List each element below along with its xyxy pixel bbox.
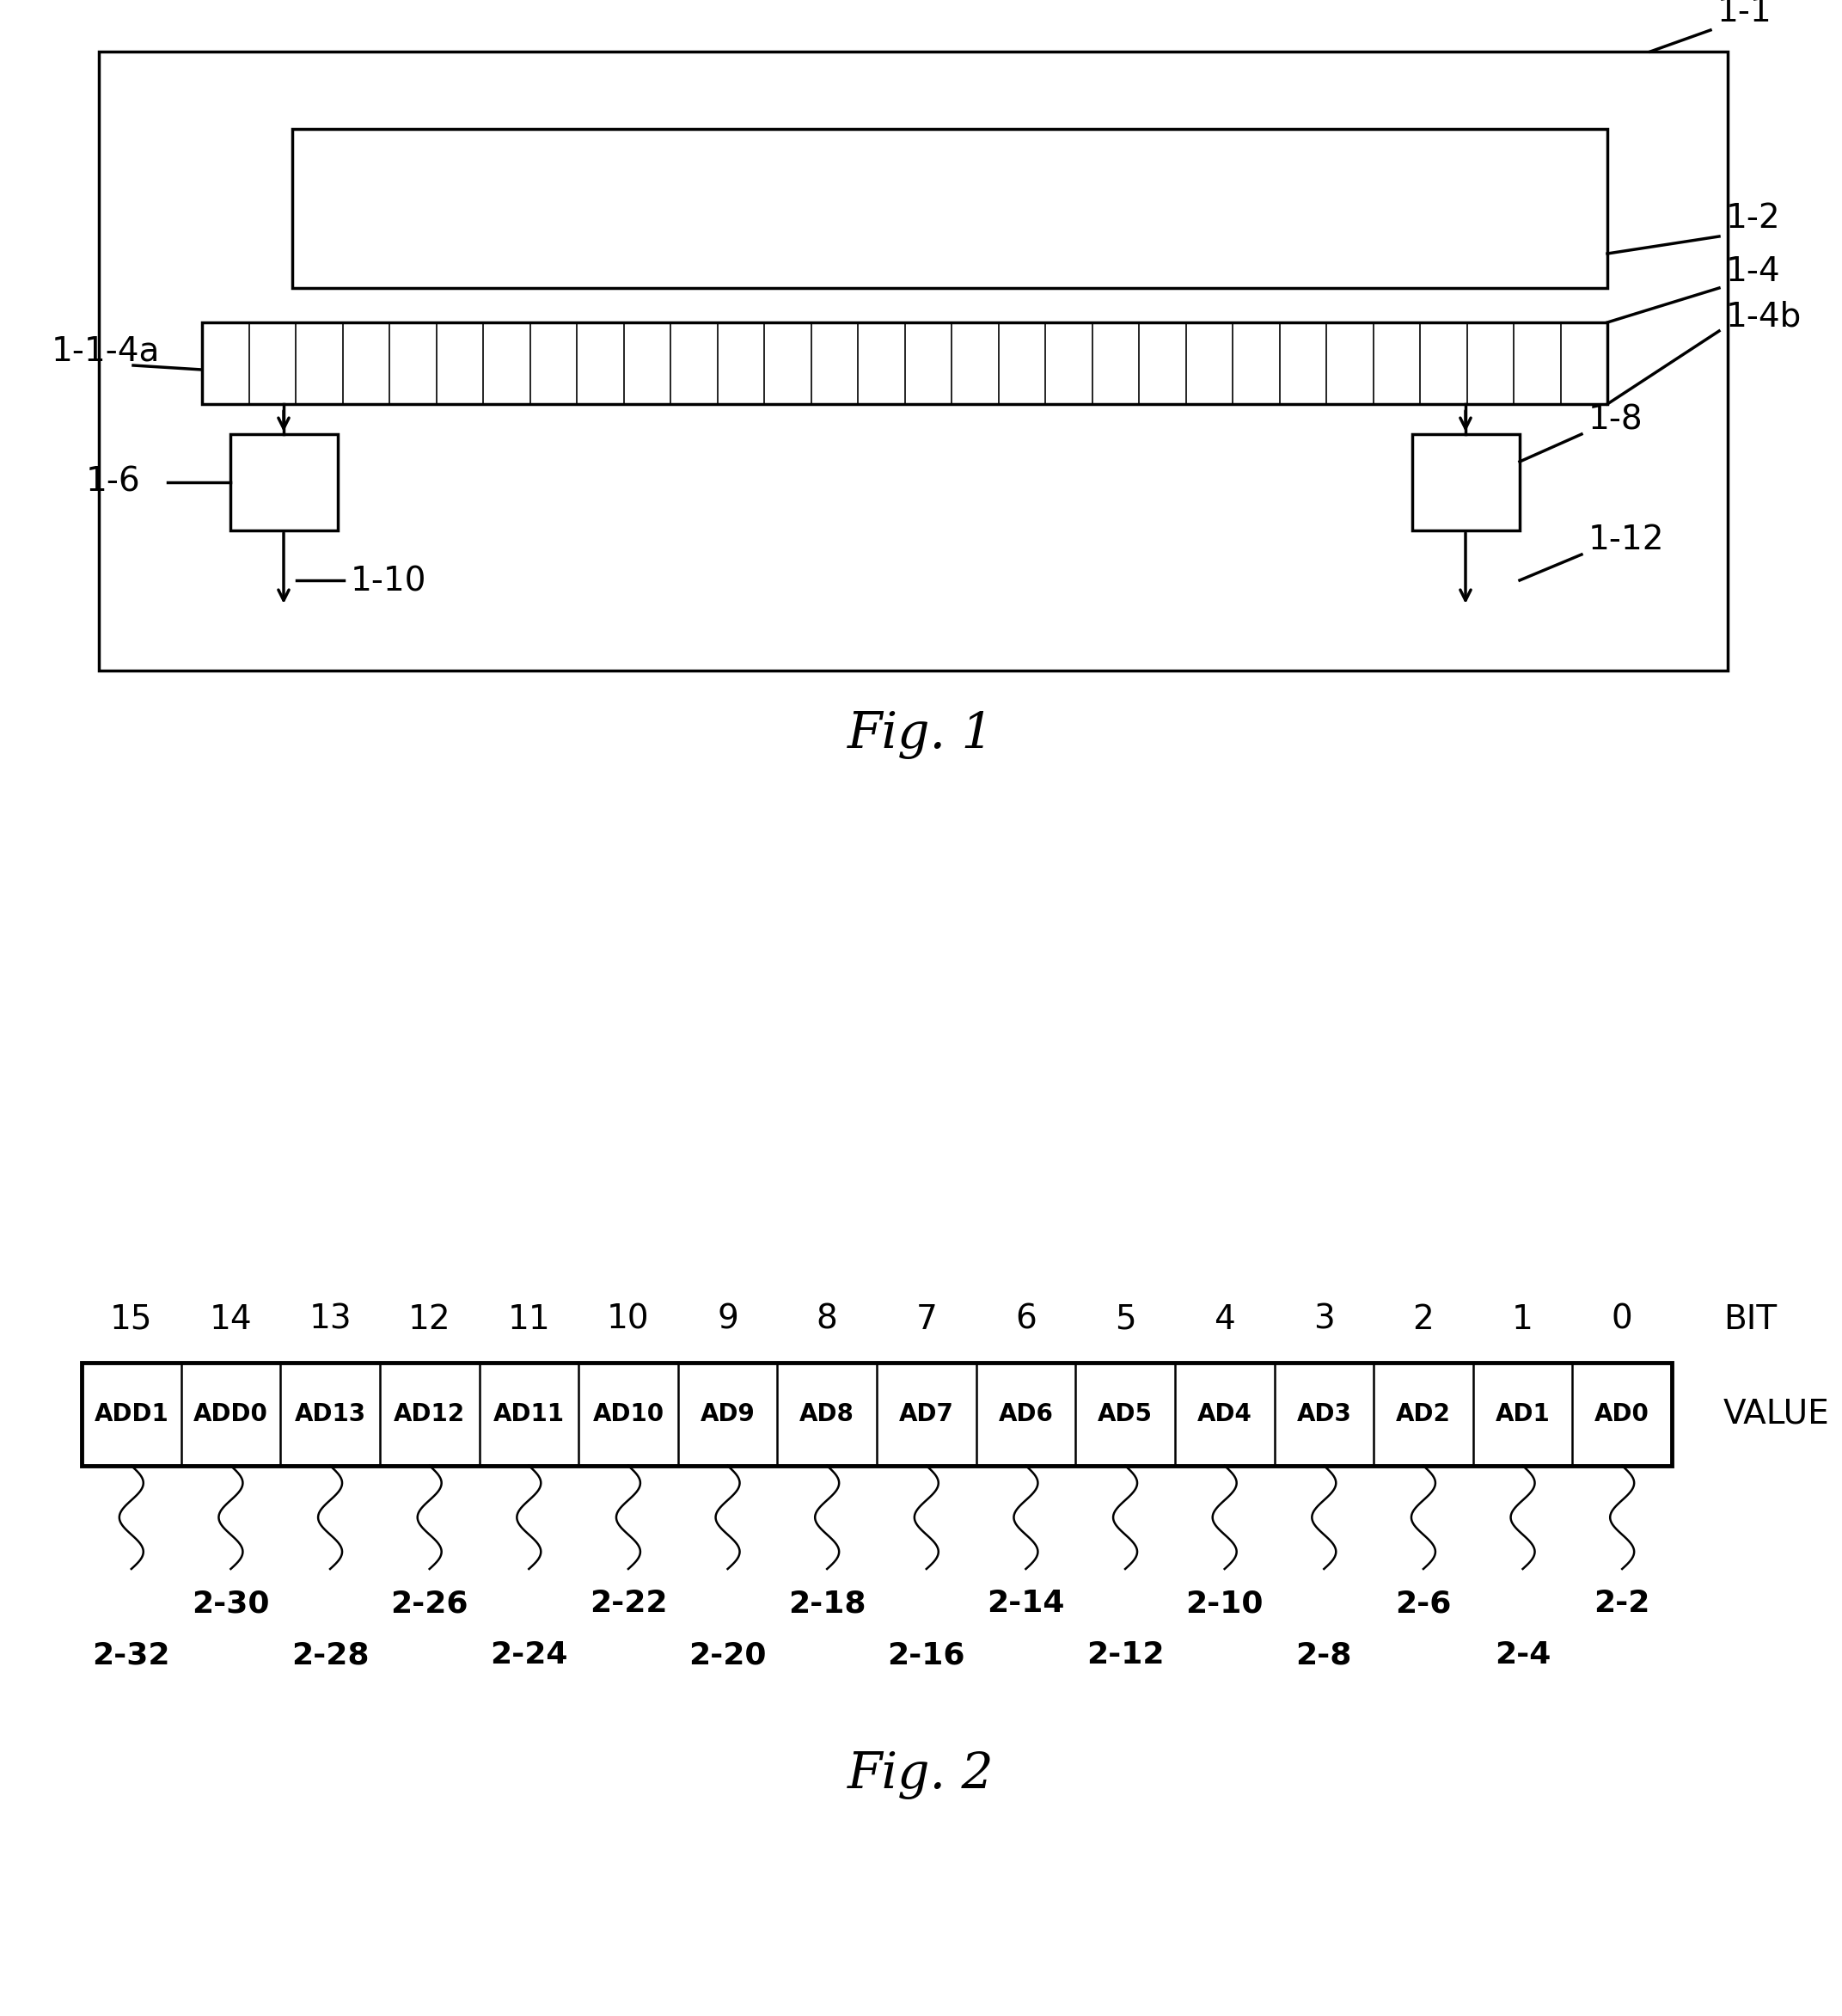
Text: 14: 14 (210, 1302, 252, 1337)
Text: 2: 2 (1413, 1302, 1433, 1337)
Text: AD11: AD11 (494, 1403, 564, 1425)
Text: ADD1: ADD1 (94, 1403, 169, 1425)
Text: AD8: AD8 (799, 1403, 855, 1425)
Text: 1: 1 (1512, 1302, 1533, 1337)
Text: 2-16: 2-16 (888, 1641, 965, 1669)
Text: Fig. 2: Fig. 2 (847, 1752, 995, 1800)
Text: 1-6: 1-6 (87, 466, 140, 498)
Text: 13: 13 (309, 1302, 352, 1337)
Text: 2-8: 2-8 (1297, 1641, 1352, 1669)
Text: AD5: AD5 (1098, 1403, 1153, 1425)
Text: AD10: AD10 (593, 1403, 663, 1425)
Text: 1-4: 1-4 (1726, 256, 1781, 288)
Text: AD9: AD9 (700, 1403, 755, 1425)
Text: 2-18: 2-18 (788, 1589, 866, 1619)
Text: 2-22: 2-22 (589, 1589, 667, 1619)
Text: 2-30: 2-30 (192, 1589, 269, 1619)
Text: 12: 12 (409, 1302, 451, 1337)
Text: 2-4: 2-4 (1494, 1641, 1551, 1669)
Text: 2-28: 2-28 (291, 1641, 368, 1669)
Text: 2-26: 2-26 (391, 1589, 468, 1619)
Text: 2-20: 2-20 (689, 1641, 766, 1669)
Text: 10: 10 (608, 1302, 650, 1337)
Text: AD2: AD2 (1396, 1403, 1451, 1425)
Text: 7: 7 (915, 1302, 938, 1337)
Text: 2-24: 2-24 (490, 1641, 567, 1669)
Text: ADD0: ADD0 (193, 1403, 269, 1425)
Text: 1-10: 1-10 (350, 566, 427, 599)
Text: BIT: BIT (1724, 1302, 1778, 1337)
Text: 4: 4 (1214, 1302, 1236, 1337)
Text: AD4: AD4 (1197, 1403, 1253, 1425)
Text: 2-14: 2-14 (987, 1589, 1065, 1619)
Text: 2-10: 2-10 (1186, 1589, 1264, 1619)
Text: AD6: AD6 (998, 1403, 1054, 1425)
Text: 5: 5 (1114, 1302, 1137, 1337)
Text: 0: 0 (1612, 1302, 1632, 1337)
Text: 11: 11 (508, 1302, 551, 1337)
Text: AD1: AD1 (1496, 1403, 1551, 1425)
Text: 2-32: 2-32 (92, 1641, 169, 1669)
Text: 15: 15 (111, 1302, 153, 1337)
Text: 9: 9 (717, 1302, 739, 1337)
Text: 1-1-4a: 1-1-4a (52, 335, 160, 367)
Text: 8: 8 (816, 1302, 838, 1337)
Text: AD3: AD3 (1297, 1403, 1352, 1425)
Text: AD0: AD0 (1595, 1403, 1650, 1425)
Text: 1-8: 1-8 (1588, 403, 1643, 435)
Text: 2-12: 2-12 (1087, 1641, 1164, 1669)
Text: 1-12: 1-12 (1588, 524, 1665, 556)
Text: 1-2: 1-2 (1726, 202, 1781, 234)
Text: AD13: AD13 (295, 1403, 367, 1425)
Text: 3: 3 (1313, 1302, 1335, 1337)
Text: 1-4b: 1-4b (1726, 300, 1801, 333)
Text: VALUE: VALUE (1724, 1397, 1829, 1431)
Text: 2-2: 2-2 (1593, 1589, 1650, 1619)
Text: 2-6: 2-6 (1394, 1589, 1451, 1619)
Text: 6: 6 (1015, 1302, 1037, 1337)
Text: AD7: AD7 (899, 1403, 954, 1425)
Text: AD12: AD12 (394, 1403, 466, 1425)
Text: 1-1: 1-1 (1717, 0, 1772, 28)
Text: Fig. 1: Fig. 1 (847, 712, 995, 760)
